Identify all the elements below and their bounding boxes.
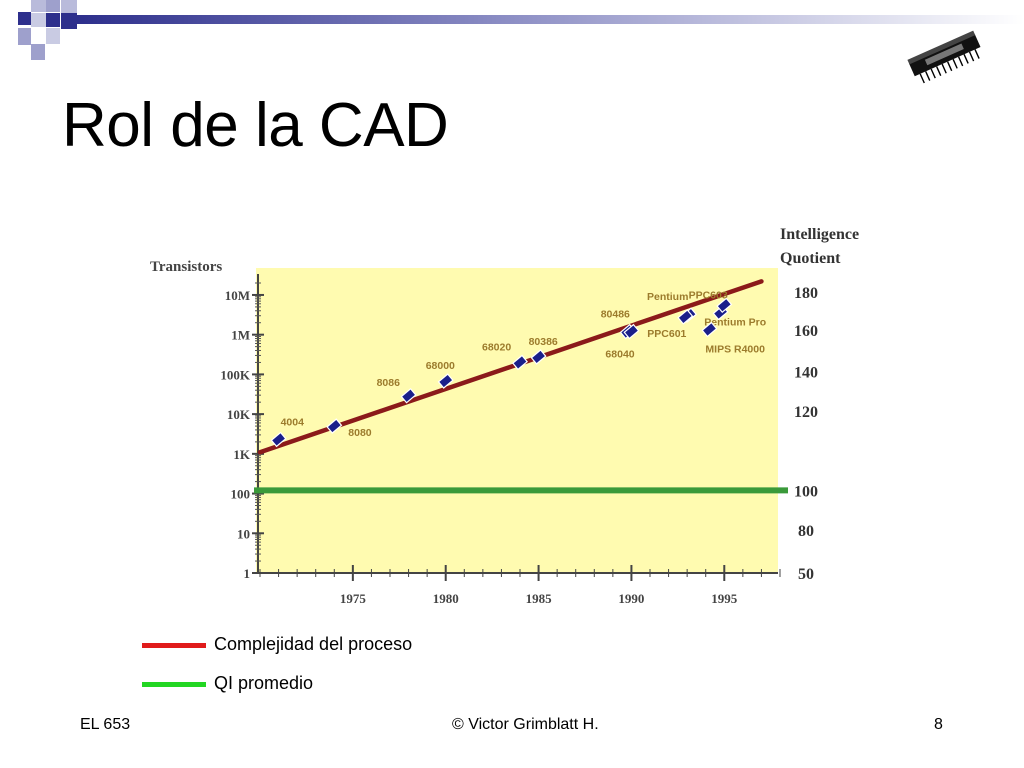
data-point: [400, 387, 417, 404]
point-marker: [677, 309, 694, 325]
legend-swatch: [142, 643, 206, 648]
point-label: 8086: [377, 377, 401, 389]
y2-axis-title-line1: Intelligence: [780, 226, 859, 243]
x-tick-label: 1975: [340, 591, 367, 606]
point-marker: [437, 373, 454, 389]
y-tick-label: 1M: [231, 328, 250, 343]
deco-square: [46, 28, 60, 44]
slide-title: Rol de la CAD: [62, 91, 449, 160]
legend-label: QI promedio: [214, 673, 314, 693]
data-point: [326, 418, 343, 434]
x-tick-label: 1985: [526, 591, 553, 606]
x-tick-label: 1990: [618, 591, 644, 606]
data-point: [437, 373, 454, 389]
deco-square: [18, 12, 31, 25]
point-label: Pentium Pro: [704, 316, 766, 328]
y2-tick-label: 160: [794, 323, 818, 340]
footer-course-code: EL 653: [80, 716, 131, 733]
deco-square: [46, 13, 60, 27]
point-marker: [623, 323, 640, 340]
footer-page-number: 8: [934, 716, 943, 733]
deco-square: [61, 0, 77, 14]
data-point: [530, 349, 547, 365]
y-tick-label: 100K: [220, 367, 251, 382]
y2-tick-label: 100: [794, 483, 818, 500]
y2-tick-label: 80: [798, 523, 814, 540]
y-tick-label: 10: [237, 526, 250, 541]
point-label: 68020: [482, 341, 511, 353]
point-label: 68000: [426, 360, 455, 372]
point-marker: [326, 418, 343, 434]
point-label: PPC603: [689, 290, 728, 302]
y-tick-label: 10K: [227, 407, 251, 422]
legend-label: Complejidad del proceso: [214, 634, 413, 654]
transistor-iq-chart: 1 10 100 1K 10K 100K 1M 10M 1975 1980 1985 1990 199…: [150, 226, 859, 606]
x-axis: 1975 1980 1985 1990 1995: [258, 565, 781, 606]
data-points: 4004 8080 8086 68000 68020 80386 80486 68040 Pen…: [270, 290, 766, 448]
y2-tick-label: 120: [794, 404, 818, 421]
point-marker: [400, 387, 417, 404]
point-label: 68040: [605, 349, 634, 361]
y-tick-label: 1K: [233, 447, 251, 462]
point-label: 4004: [281, 416, 305, 428]
y2-tick-label: 140: [794, 364, 818, 381]
x-tick-label: 1995: [711, 591, 738, 606]
point-label: 80386: [529, 336, 558, 348]
deco-square: [31, 44, 45, 60]
y-axis-title: Transistors: [150, 259, 222, 275]
y-tick-label: 1: [244, 566, 251, 581]
data-point: [677, 309, 694, 325]
y2-axis-title-line2: Quotient: [780, 250, 841, 267]
deco-square: [31, 0, 47, 12]
microchip-icon: [907, 30, 981, 84]
deco-square: [18, 28, 31, 45]
legend-swatch: [142, 682, 206, 687]
deco-square: [46, 0, 60, 12]
trend-line: [257, 279, 764, 455]
footer-author: © Victor Grimblatt H.: [452, 716, 599, 733]
deco-square: [31, 13, 46, 27]
data-point: [701, 321, 718, 338]
data-point: [270, 431, 287, 448]
y2-axis: 50 80 100 120 140 160 180: [794, 285, 818, 583]
y2-tick-label: 50: [798, 566, 814, 583]
point-label: PPC601: [647, 328, 686, 340]
point-marker: [511, 354, 529, 371]
data-point: [623, 323, 640, 340]
y2-tick-label: 180: [794, 285, 818, 302]
y-axis: 1 10 100 1K 10K 100K 1M 10M: [220, 274, 264, 581]
point-label: MIPS R4000: [705, 344, 765, 356]
point-marker: [270, 431, 287, 448]
data-point: [511, 354, 529, 371]
point-label: 8080: [348, 427, 372, 439]
data-point: [716, 297, 733, 314]
deco-square: [61, 13, 77, 29]
point-marker: [701, 321, 718, 338]
point-marker: [716, 297, 733, 314]
header-band: [77, 15, 1024, 24]
point-label: Pentium: [647, 291, 688, 303]
point-marker: [530, 349, 547, 365]
y-tick-label: 10M: [225, 288, 250, 303]
point-label: 80486: [601, 309, 630, 321]
x-tick-label: 1980: [433, 591, 459, 606]
y-tick-label: 100: [231, 487, 251, 502]
